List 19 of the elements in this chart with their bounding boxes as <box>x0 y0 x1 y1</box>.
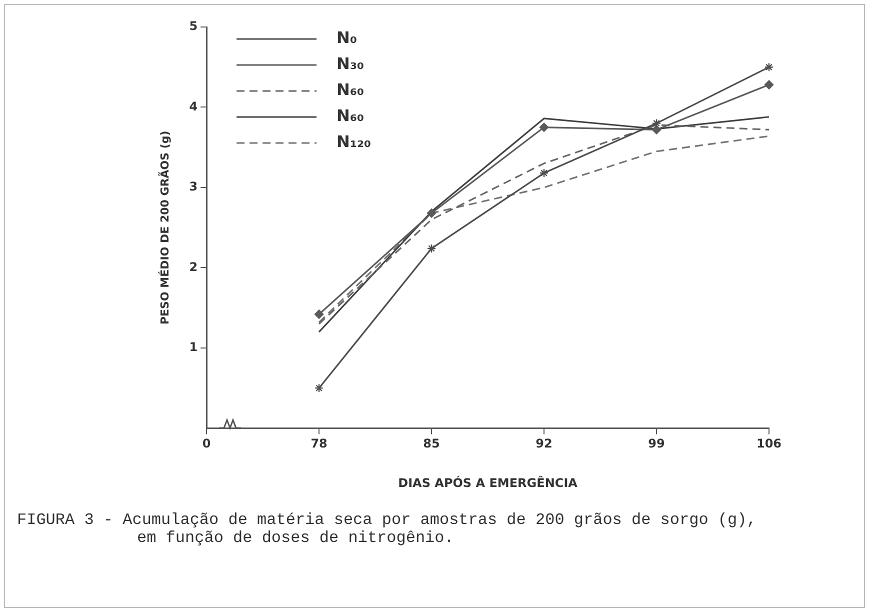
y-tick-label: 2 <box>189 260 198 274</box>
x-tick-label: 92 <box>536 436 552 451</box>
x-tick-label: 78 <box>310 436 328 451</box>
y-tick-label: 4 <box>189 99 198 114</box>
y-axis-title: PESO MÉDIO DE 200 GRÃOS (g) <box>157 130 172 325</box>
legend-label: N₆₀ <box>336 106 364 126</box>
y-tick-label: 1 <box>189 340 198 354</box>
x-tick-label: 99 <box>648 436 665 451</box>
x-tick-label: 106 <box>756 436 782 451</box>
y-tick-label: 3 <box>189 180 198 194</box>
legend-label: N₁₂₀ <box>336 132 371 152</box>
legend-label: N₀ <box>336 28 357 48</box>
x-tick-label: 0 <box>202 436 211 451</box>
legend-label: N₆₀ <box>336 80 364 100</box>
x-axis-title: DIAS APÓS A EMERGÊNCIA <box>398 474 578 490</box>
x-tick-label: 85 <box>423 436 440 451</box>
text: FIGURA 3 - Acumulação de matéria seca por amostras de 200 grãos de sorgo (g), em função de doses de nitrogênio. <box>17 511 758 547</box>
legend-label: N₃₀ <box>336 54 364 74</box>
y-tick-label: 5 <box>189 19 198 34</box>
